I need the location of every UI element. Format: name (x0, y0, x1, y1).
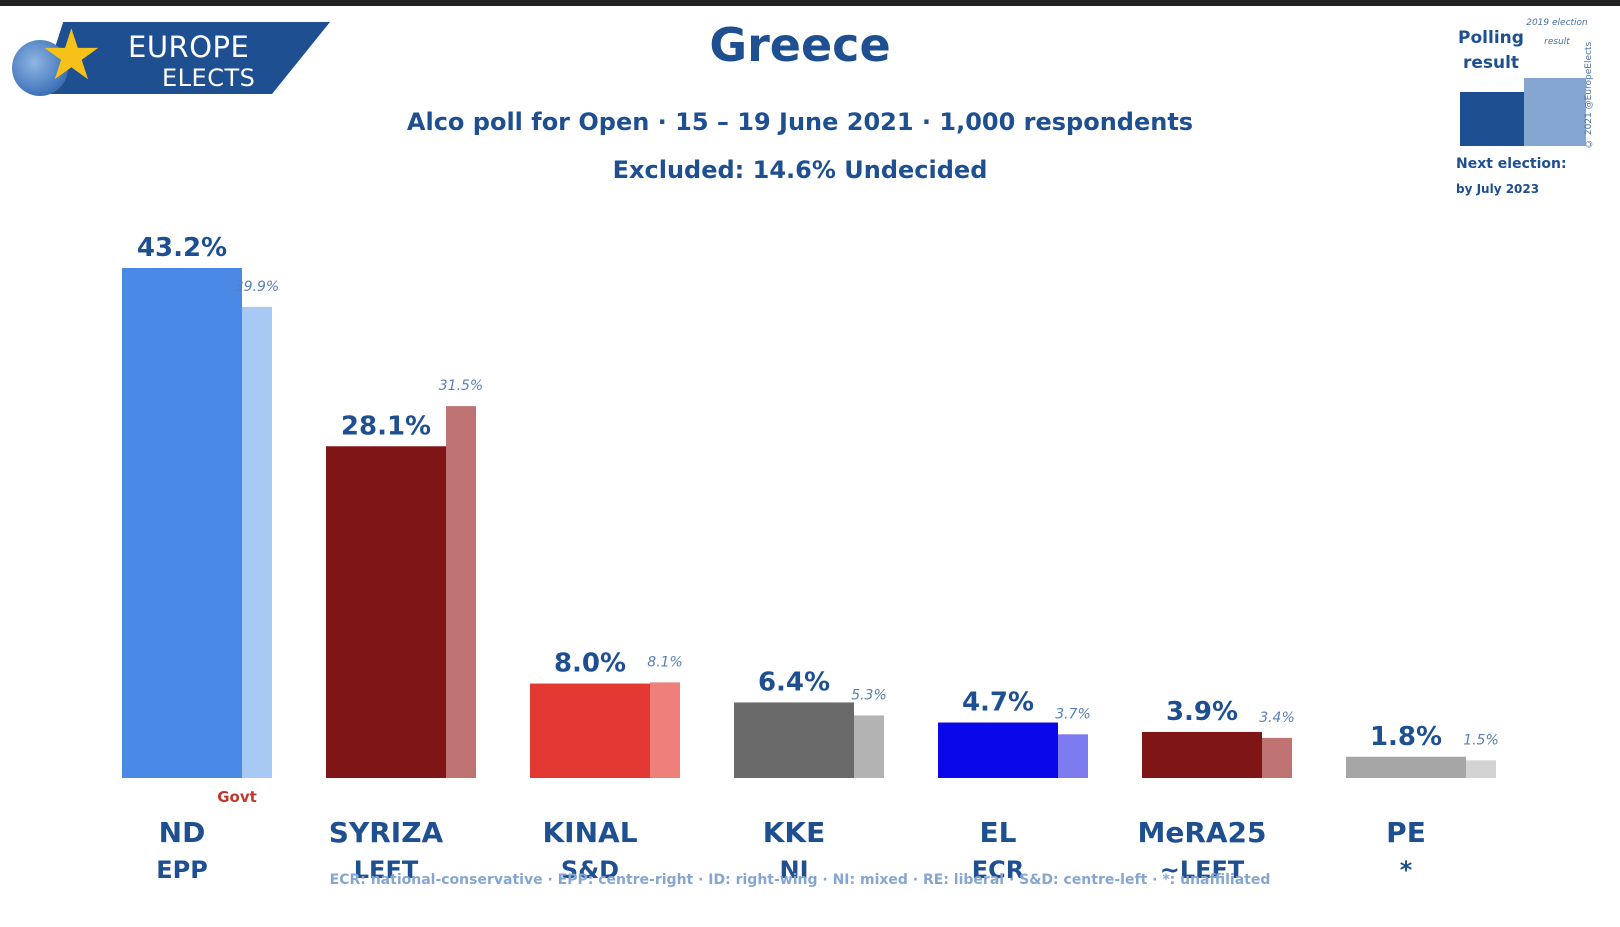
next-election-date: by July 2023 (1456, 182, 1540, 196)
bar-poll-kinal (530, 683, 650, 778)
legend-box: Polling result 2019 election result © 20… (1456, 8, 1616, 198)
bar-poll-mera25 (1142, 731, 1262, 778)
legend-polling-label: Polling result (1458, 28, 1524, 73)
data-label-previous-nd: 39.9% (235, 279, 279, 295)
bar-previous-el (1058, 734, 1088, 778)
party-label-nd: ND (159, 816, 206, 849)
bar-poll-kke (734, 702, 854, 778)
next-election-label: Next election: (1456, 156, 1567, 172)
copyright-text: © 2021 @EuropeElects (1584, 41, 1594, 148)
bar-previous-kinal (650, 682, 680, 778)
party-label-mera25: MeRA25 (1137, 816, 1266, 849)
data-label-poll-nd: 43.2% (137, 233, 227, 263)
data-label-previous-el: 3.7% (1055, 706, 1091, 722)
bar-previous-kke (854, 715, 884, 778)
data-label-poll-el: 4.7% (962, 688, 1034, 718)
data-label-previous-pe: 1.5% (1463, 732, 1499, 748)
group-footnote: ECR: national-conservative · EPP: centre… (329, 872, 1271, 888)
logo-globe-icon (12, 40, 68, 96)
govt-annotation: Govt (217, 788, 257, 806)
logo-banner (40, 22, 330, 94)
data-label-poll-kke: 6.4% (758, 667, 830, 697)
europe-elects-logo: ★ EUROPE ELECTS (10, 20, 340, 98)
bar-previous-mera25 (1262, 737, 1292, 778)
data-label-previous-mera25: 3.4% (1259, 710, 1295, 726)
bar-poll-el (938, 722, 1058, 778)
legend-next-election: Next election: by July 2023 (1456, 152, 1596, 202)
data-label-previous-kinal: 8.1% (647, 654, 683, 670)
logo-star-icon: ★ (40, 14, 103, 96)
legend-previous-swatch (1524, 78, 1586, 146)
data-label-poll-syriza: 28.1% (341, 411, 431, 441)
data-label-poll-kinal: 8.0% (554, 649, 626, 679)
excluded-note: Excluded: 14.6% Undecided (612, 156, 988, 184)
bar-previous-syriza (446, 406, 476, 778)
party-label-syriza: SYRIZA (329, 816, 444, 849)
logo-text-line1: EUROPE (128, 30, 250, 64)
data-label-previous-kke: 5.3% (851, 687, 887, 703)
data-label-poll-pe: 1.8% (1370, 722, 1442, 752)
logo-text-line2: ELECTS (162, 64, 256, 92)
party-label-kke: KKE (763, 816, 826, 849)
party-label-el: EL (980, 816, 1017, 849)
chart-title: Greece (709, 18, 891, 72)
legend-polling-swatch (1460, 92, 1524, 146)
bar-poll-pe (1346, 756, 1466, 778)
chart-subtitle: Alco poll for Open · 15 – 19 June 2021 ·… (406, 108, 1194, 136)
bar-poll-syriza (326, 446, 446, 778)
data-label-poll-mera25: 3.9% (1166, 697, 1238, 727)
party-label-pe: PE (1386, 816, 1426, 849)
legend-previous-label: 2019 election result (1526, 18, 1588, 47)
bar-previous-pe (1466, 760, 1496, 778)
bar-previous-nd (242, 306, 272, 778)
data-label-previous-syriza: 31.5% (439, 378, 483, 394)
top-border (0, 0, 1620, 6)
party-label-kinal: KINAL (542, 816, 637, 849)
bar-poll-nd (122, 268, 242, 778)
